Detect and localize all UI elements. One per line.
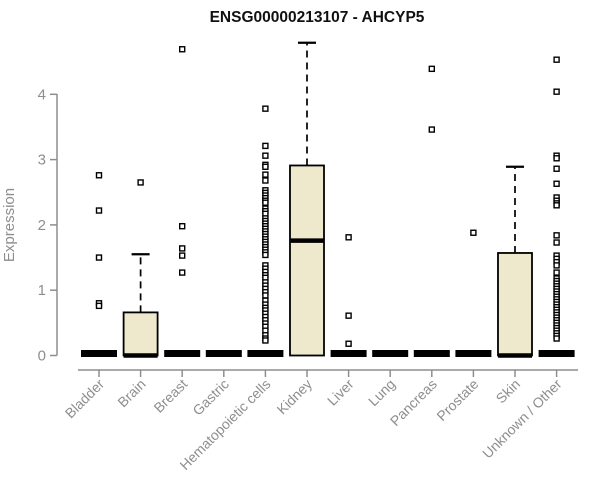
flat-box-bar (205, 350, 242, 357)
outlier-point (345, 340, 352, 347)
y-axis-title: Expression (1, 188, 18, 262)
x-tick-label: Skin (493, 376, 524, 407)
x-tick-label: Breast (150, 376, 190, 416)
outlier-point (553, 165, 560, 172)
outlier-point (553, 335, 560, 342)
outlier-point (470, 229, 477, 236)
x-tick-label: Liver (324, 376, 357, 409)
outlier-point (553, 262, 560, 269)
outlier-point (262, 152, 269, 159)
y-tick-label: 2 (38, 217, 46, 234)
y-tick-label: 4 (38, 86, 46, 103)
flat-box-bar (247, 350, 284, 357)
outlier-point (262, 337, 269, 344)
outlier-point (262, 171, 269, 178)
y-tick-label: 0 (38, 348, 46, 365)
outlier-point (553, 180, 560, 187)
y-tick-label: 1 (38, 282, 46, 299)
outlier-point (553, 232, 560, 239)
x-tick-label: Lung (365, 376, 398, 409)
outlier-point (262, 142, 269, 150)
outlier-point (262, 199, 269, 206)
outlier-point (137, 179, 144, 186)
outlier-point (553, 202, 560, 209)
outlier-point (345, 312, 352, 319)
flat-box-bar (164, 350, 201, 357)
outlier-point (553, 269, 560, 276)
chart-title: ENSG00000213107 - AHCYP5 (210, 9, 425, 26)
outlier-point (553, 155, 560, 162)
outlier-point (178, 223, 186, 230)
box (497, 252, 533, 357)
flat-box-bar (81, 350, 117, 357)
outlier-point (262, 105, 269, 112)
x-tick-label: Kidney (274, 376, 316, 418)
outlier-point (428, 126, 435, 133)
x-tick-label: Bladder (62, 376, 108, 422)
outlier-point (428, 65, 435, 73)
outlier-point (178, 46, 186, 53)
flat-box-bar (413, 350, 450, 357)
outlier-point (262, 177, 269, 184)
flat-box-bar (538, 350, 575, 357)
outlier-point (553, 88, 560, 95)
outlier-point (262, 292, 269, 299)
outlier-point (95, 207, 103, 214)
flat-box-bar (372, 350, 409, 357)
outlier-point (178, 245, 186, 252)
outlier-point (553, 239, 560, 246)
outlier-point (95, 302, 103, 310)
box (289, 164, 325, 357)
x-tick-label: Unknown / Other (479, 376, 565, 462)
outlier-point (345, 234, 352, 241)
outlier-point (95, 172, 103, 179)
flat-box-bar (330, 350, 367, 357)
flat-box-bar (455, 350, 492, 357)
x-tick-label: Brain (114, 376, 148, 410)
y-tick-label: 3 (38, 152, 46, 169)
outlier-point (262, 163, 269, 170)
outlier-point (95, 254, 103, 261)
outlier-point (262, 251, 269, 259)
outlier-point (178, 252, 186, 259)
box (122, 311, 159, 357)
outlier-point (553, 56, 560, 63)
x-tick-label: Prostate (433, 376, 481, 424)
outlier-point (178, 269, 186, 276)
